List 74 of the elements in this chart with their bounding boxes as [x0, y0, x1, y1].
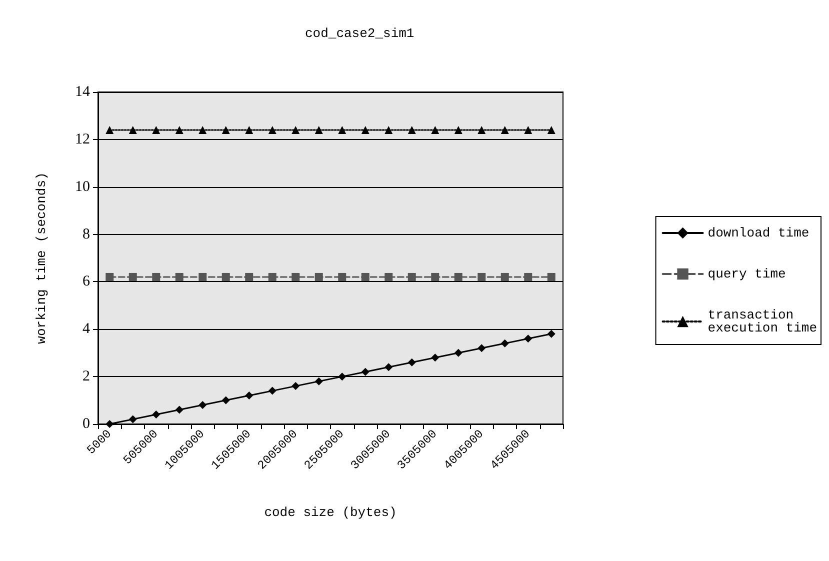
point [106, 420, 114, 428]
point [500, 126, 509, 134]
point [361, 272, 370, 281]
point [106, 272, 114, 281]
point [268, 272, 276, 281]
chart-title: cod_case2_sim1 [305, 26, 414, 41]
point [408, 126, 416, 134]
point [152, 272, 160, 281]
point [245, 126, 254, 134]
point [222, 396, 230, 404]
point [268, 126, 276, 134]
point [245, 272, 254, 281]
point [106, 126, 114, 134]
point [268, 386, 276, 395]
point [384, 126, 393, 134]
point [338, 126, 346, 134]
point [454, 272, 462, 281]
point [524, 272, 532, 281]
point [500, 272, 509, 281]
x-axis-title: code size (bytes) [264, 505, 397, 520]
point [431, 126, 440, 134]
point [338, 272, 346, 281]
point [524, 126, 532, 134]
point [361, 368, 370, 376]
point [175, 126, 184, 134]
point [152, 126, 160, 134]
point [245, 392, 254, 400]
point [314, 272, 323, 281]
point [524, 334, 532, 343]
y-tick-label: 6 [82, 274, 90, 290]
y-tick-label: 10 [75, 178, 90, 195]
point [431, 354, 440, 362]
point [198, 272, 207, 281]
point [292, 272, 300, 281]
point [198, 126, 207, 134]
point [361, 126, 370, 134]
point [128, 272, 137, 281]
point [292, 382, 300, 390]
point [152, 410, 160, 419]
point [478, 272, 486, 281]
point [338, 372, 346, 381]
point [454, 348, 462, 357]
y-tick-label: 12 [75, 131, 90, 148]
point [408, 272, 416, 281]
point [314, 126, 323, 134]
point [314, 377, 323, 386]
point [222, 126, 230, 134]
point [500, 339, 509, 348]
point [547, 126, 556, 134]
point [292, 126, 300, 134]
point [454, 126, 462, 134]
point [431, 272, 440, 281]
legend-label: transaction execution time [708, 308, 817, 336]
point [478, 126, 486, 134]
point [175, 272, 184, 281]
point [128, 415, 137, 424]
point [547, 272, 556, 281]
point [478, 344, 486, 352]
point [175, 406, 184, 414]
point [384, 363, 393, 372]
point [198, 401, 207, 410]
y-tick-label: 14 [75, 84, 90, 100]
y-tick-label: 2 [82, 368, 90, 385]
y-axis-title: working time (seconds) [34, 172, 49, 344]
legend-label: download time [708, 226, 810, 240]
point [408, 358, 416, 366]
legend-label: query time [708, 266, 786, 282]
y-tick-label: 0 [82, 416, 90, 432]
point [128, 126, 137, 134]
point [384, 272, 393, 281]
point [547, 330, 556, 338]
y-tick-label: 4 [82, 321, 90, 338]
y-tick-label: 8 [82, 226, 90, 242]
point [222, 272, 230, 281]
